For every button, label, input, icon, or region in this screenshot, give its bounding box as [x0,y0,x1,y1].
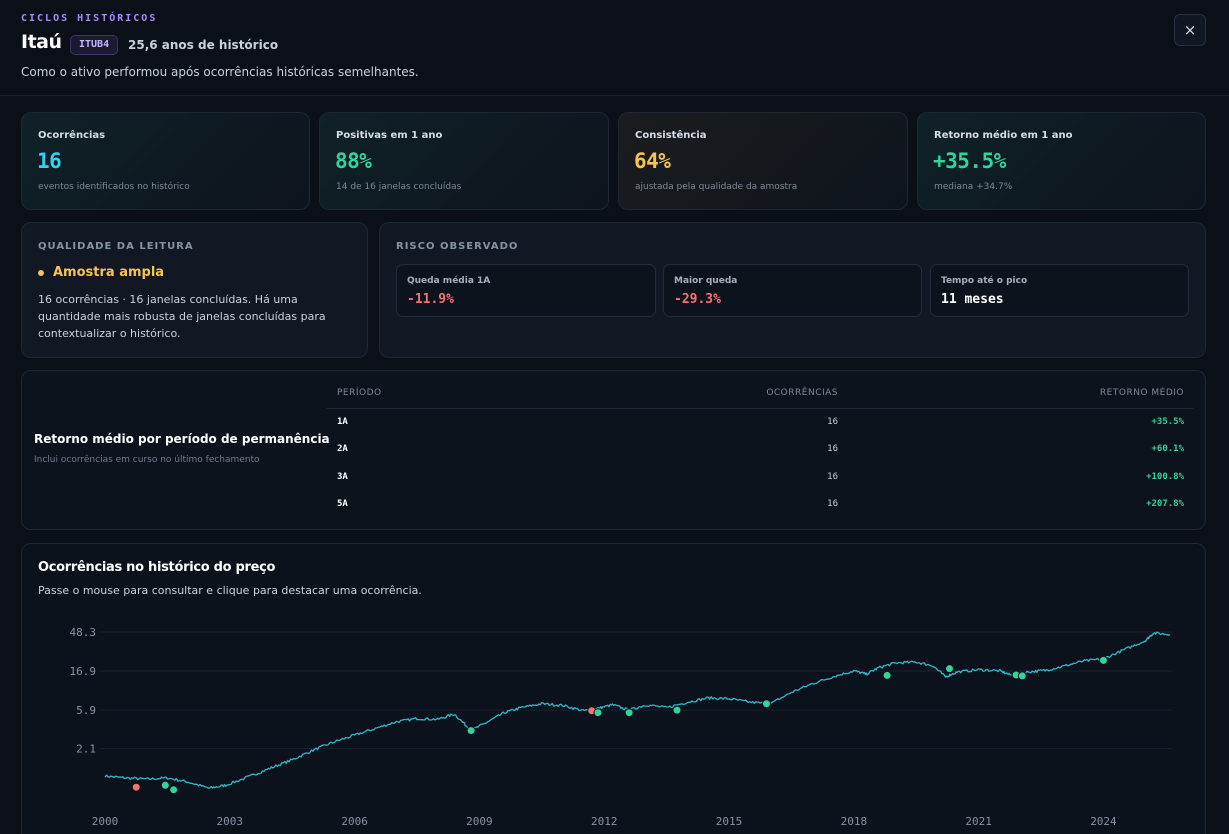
x-tick-label: 2012 [591,815,618,828]
row-count: 16 [827,444,838,454]
row-period: 5A [337,499,348,509]
x-tick-label: 2000 [92,815,119,828]
stat-sub: eventos identificados no histórico [38,182,190,192]
risk-title: RISCO OBSERVADO [396,241,519,252]
row-return: +35.5% [1151,417,1184,427]
stat-card-occurrences: Ocorrências 16 eventos identificados no … [21,112,310,210]
ticker-badge: ITUB4 [70,35,119,55]
y-tick-label: 16.9 [70,665,97,678]
y-tick-label: 2.1 [76,742,96,755]
eyebrow-label: CICLOS HISTÓRICOS [21,13,158,24]
risk-item-max-drop: Maior queda -29.3% [663,264,922,317]
risk-label: Queda média 1A [407,276,491,286]
y-tick-label: 48.3 [70,626,97,639]
occurrence-marker[interactable] [1098,655,1108,665]
row-period: 3A [337,472,348,482]
close-button[interactable]: × [1174,14,1206,46]
asset-title: Itaú [21,31,62,53]
occurrence-marker[interactable] [882,670,892,680]
occurrence-marker[interactable] [672,705,682,715]
occurrence-marker[interactable] [169,785,179,795]
price-line [104,631,1171,789]
stat-card-consistency: Consistência 64% ajustada pela qualidade… [618,112,908,210]
stat-sub: mediana +34.7% [934,182,1013,192]
stat-sub: ajustada pela qualidade da amostra [635,182,798,192]
row-count: 16 [827,499,838,509]
occurrence-marker[interactable] [624,708,634,718]
stat-value: 88% [335,149,372,173]
x-tick-label: 2018 [841,815,868,828]
row-count: 16 [827,472,838,482]
risk-value: -29.3% [674,292,721,307]
returns-card [21,370,1206,530]
col-header-return: RETORNO MÉDIO [1099,388,1184,398]
risk-item-avg-drop: Queda média 1A -11.9% [396,264,656,317]
returns-subtitle: Inclui ocorrências em curso no último fe… [34,455,260,465]
quality-description: 16 ocorrências · 16 janelas concluídas. … [38,293,326,340]
x-tick-label: 2003 [217,815,244,828]
occurrence-marker[interactable] [945,664,955,674]
occurrence-marker[interactable] [761,699,771,709]
stat-label: Positivas em 1 ano [336,130,443,141]
stat-label: Ocorrências [38,130,106,141]
quality-card [21,222,368,358]
occurrence-marker[interactable] [160,780,170,790]
stat-label: Retorno médio em 1 ano [934,130,1073,141]
occurrence-marker[interactable] [1017,671,1027,681]
chart-title: Ocorrências no histórico do preço [38,560,276,575]
col-header-period: PERÍODO [337,388,382,398]
modal-header: CICLOS HISTÓRICOS Itaú ITUB4 25,6 anos d… [0,0,1229,96]
x-tick-label: 2015 [716,815,743,828]
history-length: 25,6 anos de histórico [128,38,279,52]
close-icon: × [1183,21,1197,39]
stat-card-return: Retorno médio em 1 ano +35.5% mediana +3… [917,112,1206,210]
stat-label: Consistência [635,130,707,141]
chart-card [21,543,1206,834]
risk-item-time-to-peak: Tempo até o pico 11 meses [930,264,1189,317]
x-tick-label: 2006 [341,815,368,828]
table-divider [326,408,1194,409]
risk-label: Tempo até o pico [941,276,1028,286]
modal-subtitle: Como o ativo performou após ocorrências … [21,65,419,79]
row-period: 1A [337,417,348,427]
x-tick-label: 2024 [1090,815,1117,828]
occurrence-marker[interactable] [131,782,141,792]
quality-dot-icon [38,270,44,276]
row-period: 2A [337,444,348,454]
y-tick-label: 5.9 [76,704,96,717]
risk-label: Maior queda [674,276,738,286]
x-tick-label: 2021 [965,815,992,828]
x-tick-label: 2009 [466,815,493,828]
occurrence-marker[interactable] [466,726,476,736]
row-return: +207.8% [1146,499,1184,509]
quality-title: QUALIDADE DA LEITURA [38,241,194,252]
stat-value: 64% [634,149,671,173]
risk-value: -11.9% [407,292,454,307]
row-return: +60.1% [1151,444,1184,454]
stat-sub: 14 de 16 janelas concluídas [336,182,462,192]
stat-value: +35.5% [933,149,1006,173]
risk-value: 11 meses [941,292,1004,307]
stat-card-positive: Positivas em 1 ano 88% 14 de 16 janelas … [319,112,609,210]
chart-subtitle: Passe o mouse para consultar e clique pa… [38,584,422,597]
row-count: 16 [827,417,838,427]
col-header-count: OCORRÊNCIAS [766,388,838,398]
quality-headline: Amostra ampla [53,265,165,280]
occurrence-marker[interactable] [593,708,603,718]
returns-title: Retorno médio por período de permanência [34,432,330,446]
stat-value: 16 [37,149,62,173]
row-return: +100.8% [1146,472,1184,482]
